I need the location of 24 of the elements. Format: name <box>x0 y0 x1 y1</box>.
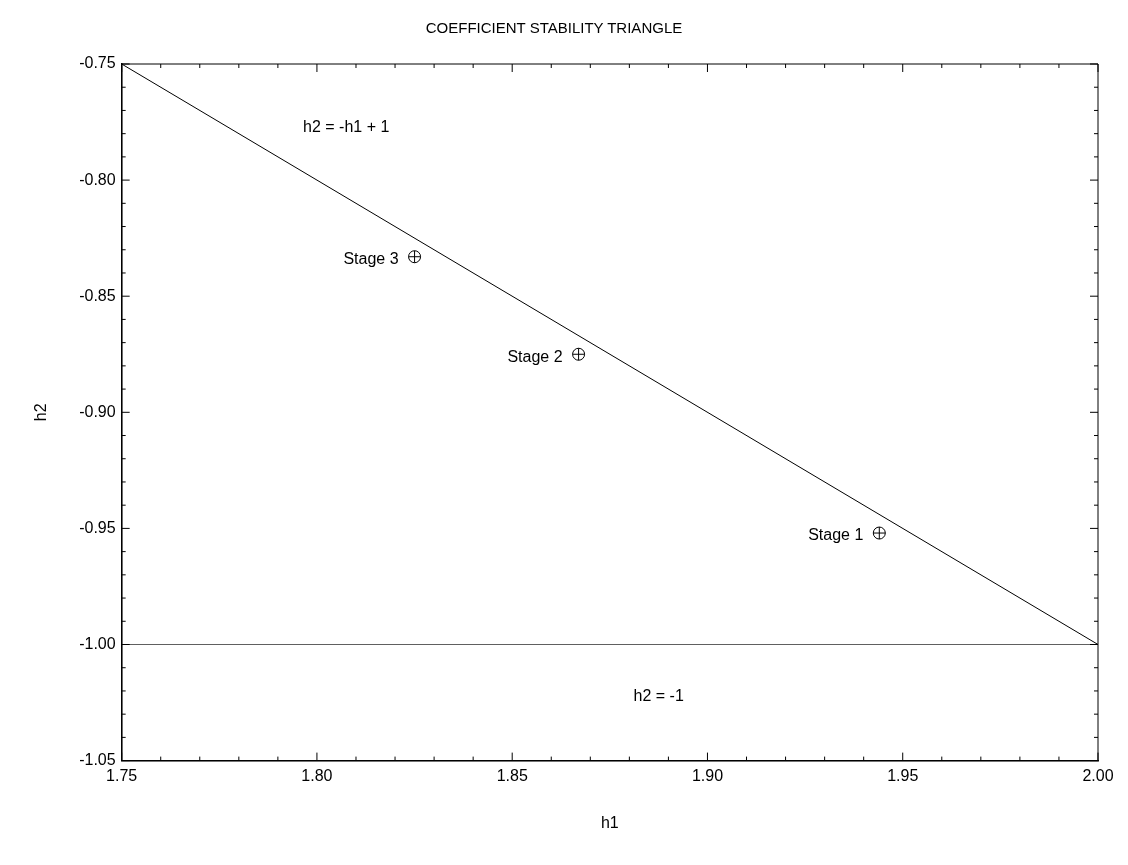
y-tick-label: -0.85 <box>79 286 116 304</box>
y-tick-label: -0.75 <box>79 54 116 72</box>
y-tick-label: -0.95 <box>79 518 116 536</box>
series-label: Stage 2 <box>507 347 563 365</box>
chart-title: COEFFICIENT STABILITY TRIANGLE <box>425 19 683 37</box>
x-tick-label: 1.85 <box>496 766 528 784</box>
x-tick-label: 1.90 <box>691 766 724 784</box>
series-label: Stage 3 <box>343 250 399 268</box>
x-tick-label: 2.00 <box>1082 766 1114 784</box>
y-tick-label: -1.05 <box>79 751 116 769</box>
x-tick-label: 1.95 <box>887 766 919 784</box>
y-tick-label: -0.80 <box>79 170 116 188</box>
y-tick-label: -1.00 <box>79 634 116 652</box>
point <box>408 250 422 264</box>
point <box>872 526 886 540</box>
y-axis-title: h2 <box>32 403 50 422</box>
text: h2 = -1 <box>633 686 684 704</box>
x-tick-label: 1.80 <box>301 766 333 784</box>
series-label: Stage 1 <box>808 526 864 544</box>
x-axis-title: h1 <box>600 813 619 831</box>
y-tick-label: -0.90 <box>79 402 116 420</box>
point <box>572 347 586 361</box>
series-label: h2 = -h1 + 1 <box>303 117 390 135</box>
x-tick-label: 1.75 <box>106 766 138 784</box>
